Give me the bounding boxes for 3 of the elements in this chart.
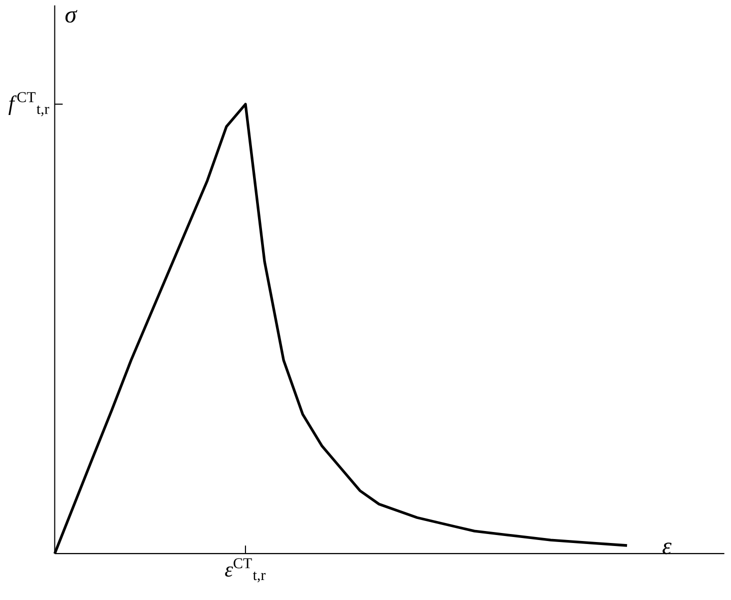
y-axis-title: σ [65, 10, 78, 23]
text: ε$^{CT}$t,r [225, 558, 266, 582]
annotation: f$^{CT}$t,r [8, 92, 50, 116]
